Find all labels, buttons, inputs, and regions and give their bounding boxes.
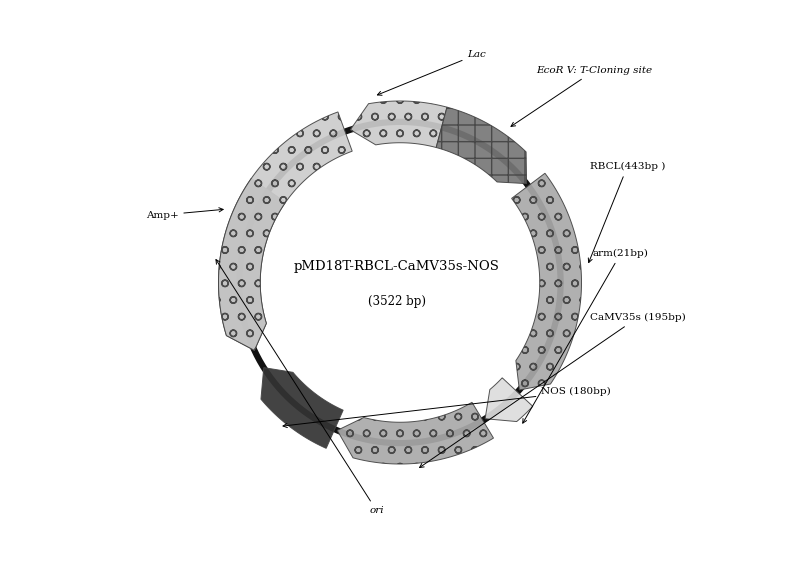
Polygon shape (218, 179, 286, 350)
Text: NOS (180bp): NOS (180bp) (283, 387, 611, 428)
Text: Lac: Lac (378, 50, 486, 95)
Text: ori: ori (216, 259, 384, 515)
Polygon shape (218, 112, 352, 350)
Text: Amp+: Amp+ (146, 208, 223, 220)
Text: CaMV35s (195bp): CaMV35s (195bp) (419, 313, 686, 468)
Polygon shape (485, 378, 533, 421)
Polygon shape (261, 368, 343, 448)
Polygon shape (338, 402, 494, 464)
Text: (3522 bp): (3522 bp) (368, 295, 426, 308)
Text: RBCL(443bp ): RBCL(443bp ) (588, 162, 665, 263)
Text: EcoR V: T-Cloning site: EcoR V: T-Cloning site (511, 66, 653, 127)
Polygon shape (436, 107, 526, 184)
Polygon shape (350, 101, 447, 147)
Text: arm(21bp): arm(21bp) (522, 249, 649, 423)
Polygon shape (512, 173, 582, 390)
Text: pMD18T-RBCL-CaMV35s-NOS: pMD18T-RBCL-CaMV35s-NOS (294, 260, 500, 273)
